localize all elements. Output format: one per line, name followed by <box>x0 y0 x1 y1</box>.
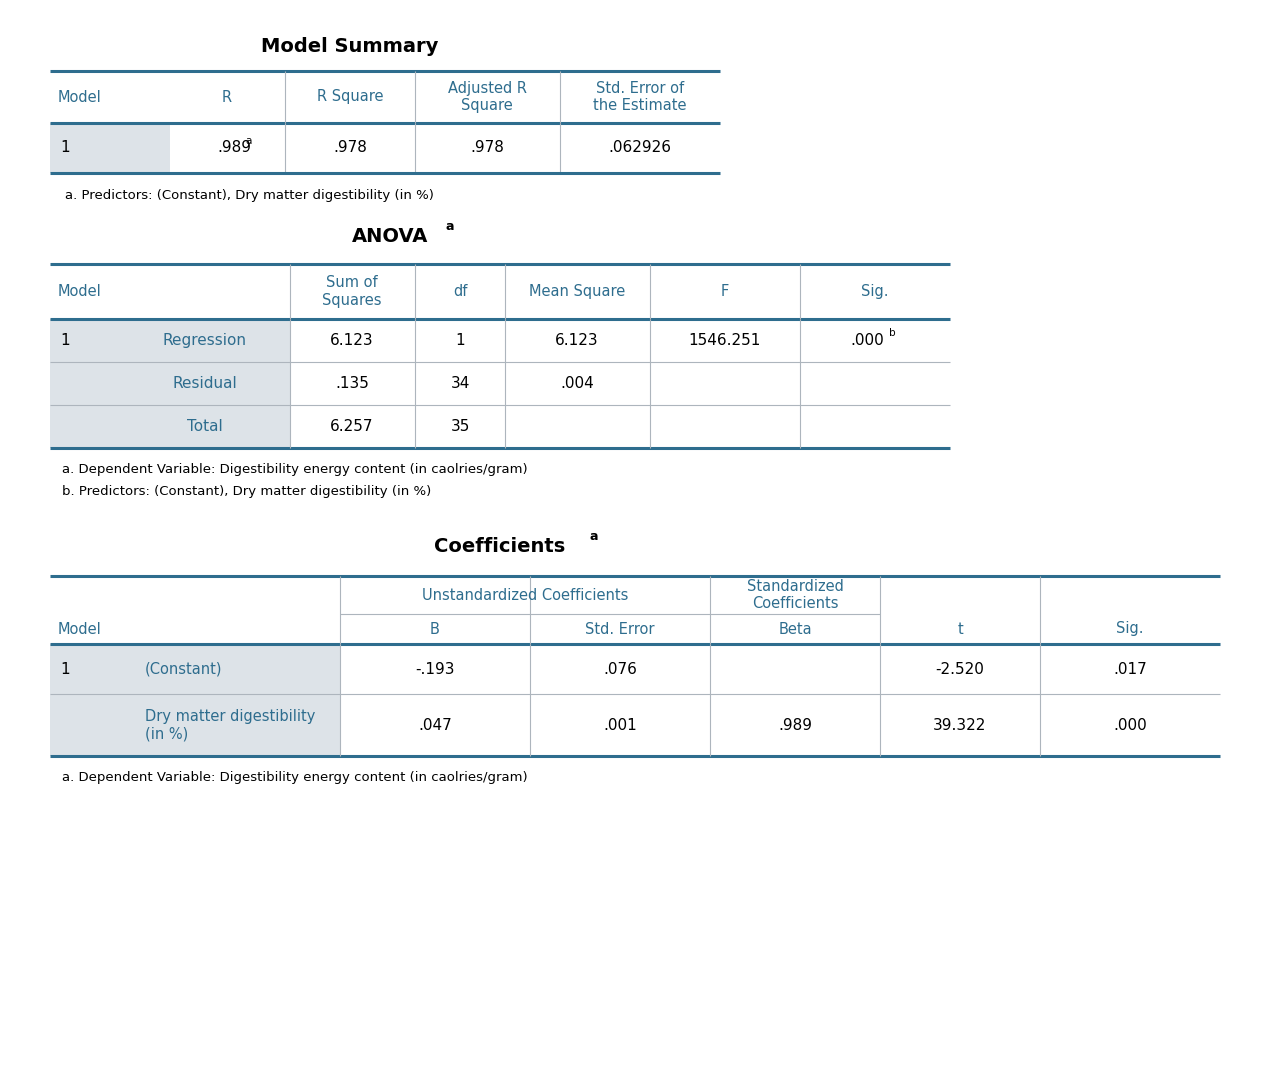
Text: -.193: -.193 <box>415 662 455 677</box>
Text: df: df <box>453 284 467 299</box>
Text: R Square: R Square <box>317 89 383 104</box>
Text: .047: .047 <box>418 718 452 733</box>
Text: .135: .135 <box>335 376 369 391</box>
Text: .000: .000 <box>1113 718 1147 733</box>
Text: b: b <box>889 328 895 339</box>
Text: Std. Error of
the Estimate: Std. Error of the Estimate <box>593 81 687 113</box>
Text: Standardized
Coefficients: Standardized Coefficients <box>747 579 843 611</box>
Text: .989: .989 <box>218 141 251 156</box>
Text: Sum of
Squares: Sum of Squares <box>322 275 382 308</box>
Text: 35: 35 <box>450 419 469 434</box>
Text: a: a <box>245 136 252 146</box>
Bar <box>50 645 340 694</box>
Text: a. Dependent Variable: Digestibility energy content (in caolries/gram): a. Dependent Variable: Digestibility ene… <box>62 771 528 784</box>
Text: .000: .000 <box>850 332 884 348</box>
Text: Beta: Beta <box>778 622 812 637</box>
Bar <box>50 405 290 448</box>
Text: .978: .978 <box>333 141 366 156</box>
Text: Std. Error: Std. Error <box>585 622 655 637</box>
Text: 34: 34 <box>450 376 469 391</box>
Text: .017: .017 <box>1113 662 1147 677</box>
Text: t: t <box>957 622 963 637</box>
Text: Regression: Regression <box>163 332 247 348</box>
Text: ANOVA: ANOVA <box>352 227 429 245</box>
Text: F: F <box>721 284 729 299</box>
Text: Sig.: Sig. <box>1117 622 1144 637</box>
Bar <box>50 694 340 756</box>
Bar <box>50 362 290 405</box>
Text: Adjusted R
Square: Adjusted R Square <box>448 81 527 113</box>
Text: .004: .004 <box>560 376 594 391</box>
Text: a. Dependent Variable: Digestibility energy content (in caolries/gram): a. Dependent Variable: Digestibility ene… <box>62 464 528 477</box>
Text: 6.123: 6.123 <box>331 332 374 348</box>
Text: -2.520: -2.520 <box>936 662 985 677</box>
Text: Sig.: Sig. <box>861 284 889 299</box>
Text: Model Summary: Model Summary <box>261 37 439 56</box>
Text: 1: 1 <box>455 332 464 348</box>
Text: a: a <box>590 530 599 543</box>
Text: B: B <box>430 622 440 637</box>
Text: Residual: Residual <box>173 376 238 391</box>
Text: 39.322: 39.322 <box>934 718 987 733</box>
Text: 6.123: 6.123 <box>555 332 599 348</box>
Text: .062926: .062926 <box>608 141 672 156</box>
Text: Model: Model <box>59 284 102 299</box>
Text: .076: .076 <box>603 662 637 677</box>
Bar <box>50 318 290 362</box>
Text: .989: .989 <box>778 718 812 733</box>
Text: Coefficients: Coefficients <box>434 537 566 555</box>
Text: Dry matter digestibility
(in %): Dry matter digestibility (in %) <box>145 709 315 741</box>
Text: .978: .978 <box>471 141 504 156</box>
Text: Model: Model <box>59 89 102 104</box>
Text: Total: Total <box>187 419 223 434</box>
Text: 1: 1 <box>60 662 70 677</box>
Text: b. Predictors: (Constant), Dry matter digestibility (in %): b. Predictors: (Constant), Dry matter di… <box>62 485 431 498</box>
Text: (Constant): (Constant) <box>145 662 223 677</box>
Text: Unstandardized Coefficients: Unstandardized Coefficients <box>422 587 628 603</box>
Text: a: a <box>446 221 454 233</box>
Text: Model: Model <box>59 622 102 637</box>
Text: a. Predictors: (Constant), Dry matter digestibility (in %): a. Predictors: (Constant), Dry matter di… <box>65 188 434 201</box>
Text: .001: .001 <box>603 718 637 733</box>
Text: 6.257: 6.257 <box>331 419 374 434</box>
Text: R: R <box>221 89 232 104</box>
Text: 1: 1 <box>60 141 70 156</box>
Text: Mean Square: Mean Square <box>529 284 625 299</box>
Bar <box>50 123 170 173</box>
Text: 1: 1 <box>60 332 70 348</box>
Text: 1546.251: 1546.251 <box>689 332 761 348</box>
